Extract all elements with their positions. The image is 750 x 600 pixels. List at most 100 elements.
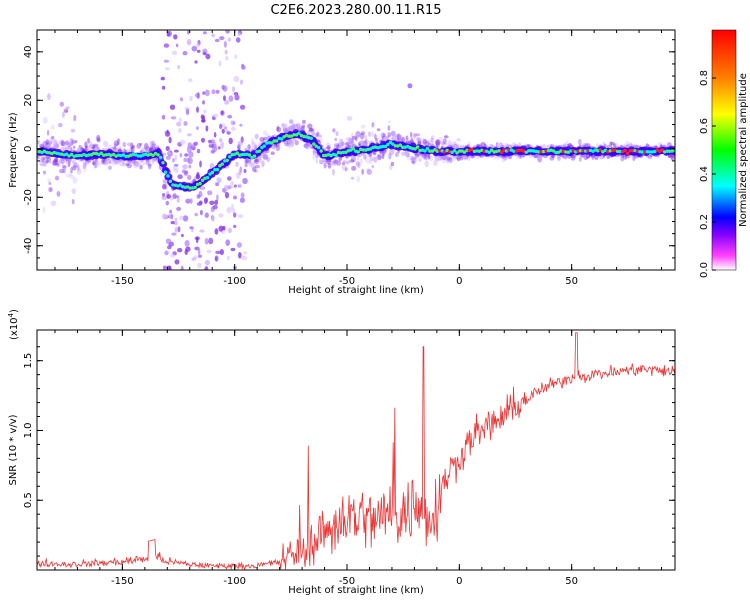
spectrum-scatter-point [203, 109, 207, 114]
spectrum-scatter-point [53, 143, 58, 147]
colorbar-label: Normalized spectral amplitude [738, 73, 749, 227]
spectrum-scatter-point [301, 124, 306, 129]
spectrum-track-core [401, 145, 405, 149]
spectrum-scatter-point [168, 136, 172, 144]
spectrum-scatter-point [56, 163, 60, 167]
spectrum-track-core [215, 167, 220, 172]
spectrum-scatter-point [270, 151, 275, 155]
spectrum-scatter-point [377, 135, 381, 141]
spectrum-track-core [257, 149, 262, 153]
spectrum-scatter-point [382, 150, 385, 157]
spectrum-track-core [423, 149, 427, 153]
spectrum-scatter-point [53, 157, 59, 165]
spectrum-scatter-point [200, 209, 203, 216]
spectrum-track-core [87, 153, 91, 157]
spectrum-scatter-point [288, 125, 294, 130]
spectrum-scatter-point [54, 139, 58, 145]
spectrum-track-core [578, 149, 583, 153]
spectrum-scatter-point [362, 140, 368, 147]
spectrum-scatter-point [48, 187, 53, 193]
spectrum-scatter-point [388, 153, 392, 160]
spectrum-scatter-point [428, 142, 432, 146]
spectrum-scatter-point [359, 158, 364, 165]
snr-yunit-exp: 4 [7, 312, 15, 317]
spectrum-scatter-point [188, 78, 193, 83]
snr-panel: -150 -100 -50 0 50 0.5 1.0 1.5 Height of straig… [7, 309, 676, 596]
spectrum-track-core [630, 149, 635, 153]
spectrum-scatter-point [381, 135, 385, 140]
spectrum-scatter-point [58, 158, 62, 165]
spectrum-scatter-point [103, 140, 108, 148]
spectrum-scatter-point [162, 183, 167, 190]
spectrum-scatter-point [334, 137, 338, 142]
spectrum-scatter-point [609, 141, 613, 147]
spectrum-scatter-point [136, 143, 142, 149]
spectrum-track-core [279, 137, 284, 141]
spectrum-scatter-point [344, 167, 348, 172]
spectrum-scatter-point [208, 237, 214, 245]
spectrum-scatter-point [410, 137, 413, 143]
spectrum-scatter-point [189, 226, 194, 230]
spectrum-scatter-point [335, 131, 339, 137]
spectrum-scatter-point [254, 158, 259, 163]
spectrum-scatter-point [237, 184, 242, 188]
spectrum-scatter-point [373, 156, 377, 164]
snr-xtick-label: 50 [565, 576, 578, 587]
spectrum-scatter-point [390, 130, 396, 137]
spectrum-scatter-point [87, 144, 92, 152]
spectrum-track-core [499, 150, 504, 154]
spectrum-scatter-point [122, 160, 125, 167]
spectrum-scatter-point [37, 139, 41, 146]
spectrum-track-core [616, 149, 620, 154]
spectrum-scatter-point [224, 128, 229, 133]
spectrum-scatter-point [534, 153, 539, 159]
spectrum-scatter-point [186, 133, 192, 137]
spectrum-scatter-point [214, 38, 220, 43]
spectrum-scatter-point [51, 160, 57, 166]
spectrum-scatter-point [108, 159, 112, 164]
spectrum-scatter-point [427, 139, 431, 144]
spectrum-scatter-point [54, 143, 60, 149]
spectrum-scatter-point [132, 160, 138, 165]
spectrum-scatter-point [401, 136, 406, 143]
spectrum-track-core [611, 148, 615, 153]
spectrum-scatter-point [358, 140, 364, 146]
spectrum-scatter-point [276, 125, 280, 132]
spectrum-track-core [67, 154, 71, 158]
spectrum-scatter-point [171, 50, 178, 56]
spectrum-scatter-point [53, 158, 58, 163]
spectrum-scatter-point [399, 135, 403, 140]
spectrum-scatter-point [62, 169, 66, 174]
spectrum-scatter-point [46, 156, 51, 162]
spectrum-scatter-point [374, 133, 377, 140]
spectrum-scatter-point [327, 162, 332, 169]
spectrum-scatter-point [72, 164, 77, 171]
spectrum-scatter-point [312, 150, 316, 154]
spectrum-track-core [482, 149, 486, 153]
spectrum-scatter-point [528, 143, 532, 148]
spectrum-track-core [455, 151, 459, 155]
spectrum-scatter-point [93, 163, 99, 169]
spectrum-track-core [536, 150, 541, 154]
spectrum-scatter-point [333, 159, 339, 165]
spectrum-scatter-point [345, 141, 350, 146]
spectrum-scatter-point [69, 174, 75, 179]
spectrum-scatter-point [70, 166, 73, 174]
spectrum-scatter-point [537, 155, 543, 163]
spectrum-scatter-point [239, 123, 243, 127]
spectrum-track-core [178, 183, 182, 187]
spectrum-track-core [660, 148, 664, 152]
spectrum-scatter-point [188, 164, 192, 169]
spectrum-scatter-point [517, 142, 522, 147]
spectrum-scatter-point [333, 159, 337, 164]
spectrum-scatter-point [495, 142, 499, 149]
spectrum-scatter-point [549, 155, 555, 161]
spectrum-scatter-point [87, 138, 90, 144]
spectrum-scatter-point [315, 158, 318, 164]
spectrum-scatter-point [54, 175, 60, 181]
spectrum-scatter-point [578, 138, 582, 146]
spectrum-scatter-point [161, 85, 166, 90]
spectrum-scatter-point [282, 127, 288, 133]
spectrum-track-core [344, 150, 348, 154]
spectrum-scatter-point [78, 144, 82, 148]
